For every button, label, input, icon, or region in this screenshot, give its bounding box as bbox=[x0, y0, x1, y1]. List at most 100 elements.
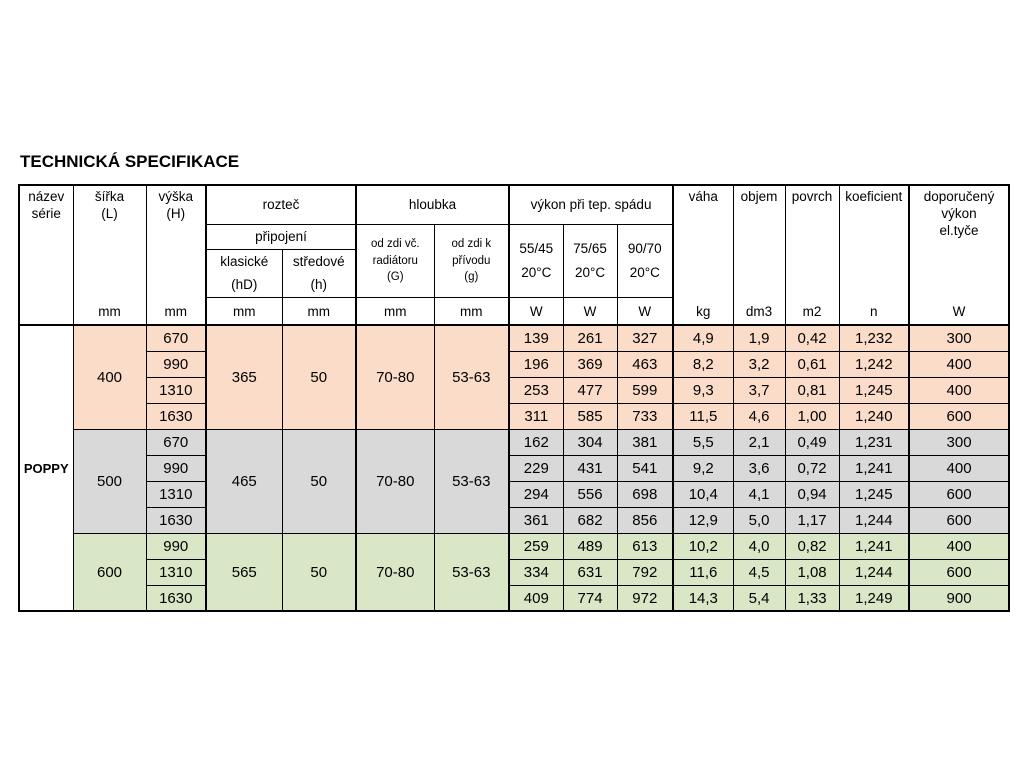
label-nazev: název bbox=[28, 189, 65, 204]
cell-povrch: 1,33 bbox=[784, 584, 840, 612]
label-serie: série bbox=[31, 205, 61, 221]
cell-objem: 3,6 bbox=[732, 454, 786, 482]
unit-objem: dm3 bbox=[745, 304, 773, 320]
table-row: 1630 409 774 972 14,3 5,4 1,33 1,249 900 bbox=[19, 584, 1010, 612]
table-row: 1630 361 682 856 12,9 5,0 1,17 1,244 600 bbox=[19, 506, 1010, 534]
label-koeficient: koeficient bbox=[845, 189, 903, 204]
cell-povrch: 0,82 bbox=[784, 532, 840, 560]
cell-koeficient: 1,242 bbox=[838, 350, 910, 378]
table-row: 1310 294 556 698 10,4 4,1 0,94 1,245 600 bbox=[19, 480, 1010, 508]
cell-vyska: 990 bbox=[145, 350, 207, 378]
table-row: 500 670 465 50 70-80 53-63 162 304 381 5… bbox=[19, 428, 1010, 534]
cell-vykon-9070: 733 bbox=[616, 402, 674, 430]
cell-hloubka-g: 70-80 bbox=[355, 324, 435, 430]
unit-temp-7565: W bbox=[562, 296, 618, 327]
col-header-sirka-label: šířka (L) bbox=[74, 186, 145, 223]
cell-doporuceny: 600 bbox=[908, 480, 1010, 508]
cell-sirka-500: 500 bbox=[72, 428, 147, 534]
cell-vykon-7565: 431 bbox=[562, 454, 618, 482]
cell-vykon-5545: 311 bbox=[508, 402, 564, 430]
label-sirka: šířka bbox=[94, 189, 125, 204]
label-odzdi-k1: od zdi k bbox=[451, 238, 492, 251]
cell-vykon-5545: 229 bbox=[508, 454, 564, 482]
label-sirka-l: (L) bbox=[101, 205, 118, 221]
unit-stredove: mm bbox=[281, 296, 357, 327]
cell-doporuceny: 600 bbox=[908, 506, 1010, 534]
cell-vykon-7565: 556 bbox=[562, 480, 618, 508]
cell-vykon-9070: 599 bbox=[616, 376, 674, 404]
cell-vykon-5545: 139 bbox=[508, 324, 564, 352]
cell-vykon-7565: 682 bbox=[562, 506, 618, 534]
cell-koeficient: 1,241 bbox=[838, 532, 910, 560]
cell-objem: 5,4 bbox=[732, 584, 786, 612]
cell-hloubka-gg: 53-63 bbox=[433, 532, 510, 612]
cell-vykon-9070: 327 bbox=[616, 324, 674, 352]
label-dop-eltyce: el.tyče bbox=[939, 222, 979, 238]
table-row: 1630 311 585 733 11,5 4,6 1,00 1,240 600 bbox=[19, 402, 1010, 430]
table-row: 1310 253 477 599 9,3 3,7 0,81 1,245 400 bbox=[19, 376, 1010, 404]
col-header-objem: objem dm3 bbox=[732, 184, 786, 327]
col-header-povrch: povrch m2 bbox=[784, 184, 840, 327]
cell-vykon-5545: 294 bbox=[508, 480, 564, 508]
col-header-koeficient: koeficient n bbox=[838, 184, 910, 327]
cell-doporuceny: 400 bbox=[908, 532, 1010, 560]
cell-vykon-9070: 381 bbox=[616, 428, 674, 456]
table-row: 990 196 369 463 8,2 3,2 0,61 1,242 400 bbox=[19, 350, 1010, 378]
cell-vykon-5545: 361 bbox=[508, 506, 564, 534]
col-header-stredove: středové (h) bbox=[281, 248, 357, 298]
cell-roztec-stredove: 50 bbox=[281, 532, 357, 612]
cell-vaha: 10,4 bbox=[672, 480, 734, 508]
cell-vaha: 11,6 bbox=[672, 558, 734, 586]
col-header-hloubka: hloubka bbox=[355, 184, 510, 225]
cell-vyska: 1630 bbox=[145, 402, 207, 430]
table-row: 600 990 565 50 70-80 53-63 259 489 613 1… bbox=[19, 532, 1010, 612]
unit-od-zdi-g: mm bbox=[355, 296, 435, 327]
label-klasicke: klasické bbox=[220, 253, 269, 269]
cell-objem: 4,1 bbox=[732, 480, 786, 508]
cell-vyska: 1310 bbox=[145, 376, 207, 404]
cell-vaha: 11,5 bbox=[672, 402, 734, 430]
cell-vykon-7565: 477 bbox=[562, 376, 618, 404]
header-row-3: klasické (hD) středové (h) bbox=[19, 248, 1009, 298]
cell-objem: 2,1 bbox=[732, 428, 786, 456]
cell-doporuceny: 300 bbox=[908, 324, 1010, 352]
unit-sirka: mm bbox=[98, 304, 121, 320]
cell-vyska: 670 bbox=[145, 324, 207, 352]
cell-vykon-9070: 698 bbox=[616, 480, 674, 508]
cell-vaha: 4,9 bbox=[672, 324, 734, 352]
col-header-klasicke: klasické (hD) bbox=[205, 248, 283, 298]
cell-vyska: 1630 bbox=[145, 506, 207, 534]
cell-doporuceny: 400 bbox=[908, 376, 1010, 404]
cell-povrch: 0,81 bbox=[784, 376, 840, 404]
header-row-1: název série šířka (L) mm výška (H) bbox=[18, 184, 1010, 327]
cell-vyska: 990 bbox=[145, 454, 207, 482]
cell-roztec-stredove: 50 bbox=[281, 324, 357, 430]
cell-povrch: 0,61 bbox=[784, 350, 840, 378]
cell-vykon-7565: 585 bbox=[562, 402, 618, 430]
cell-povrch: 1,00 bbox=[784, 402, 840, 430]
cell-povrch: 1,08 bbox=[784, 558, 840, 586]
label-temp-5545-deg: 20°C bbox=[521, 264, 552, 280]
unit-temp-9070: W bbox=[616, 296, 674, 327]
col-header-temp-7565: 75/65 20°C bbox=[562, 223, 618, 298]
cell-vykon-7565: 774 bbox=[562, 584, 618, 612]
cell-sirka-600: 600 bbox=[72, 532, 147, 612]
series-name-cell: POPPY bbox=[18, 324, 74, 612]
cell-hloubka-gg: 53-63 bbox=[433, 428, 510, 534]
unit-povrch: m2 bbox=[802, 304, 822, 320]
cell-vyska: 1310 bbox=[145, 480, 207, 508]
label-vaha: váha bbox=[688, 189, 718, 204]
col-header-od-zdi-g: od zdi vč. radiátoru (G) bbox=[355, 223, 435, 298]
cell-koeficient: 1,232 bbox=[838, 324, 910, 352]
col-header-vyska-label: výška (H) bbox=[147, 186, 205, 223]
cell-doporuceny: 600 bbox=[908, 558, 1010, 586]
cell-vaha: 9,3 bbox=[672, 376, 734, 404]
header-row-2: připojení od zdi vč. radiátoru (G) od zd… bbox=[19, 223, 1009, 298]
cell-povrch: 0,94 bbox=[784, 480, 840, 508]
label-temp-7565-deg: 20°C bbox=[574, 264, 606, 280]
cell-vykon-7565: 489 bbox=[562, 532, 618, 560]
cell-vykon-9070: 463 bbox=[616, 350, 674, 378]
cell-vykon-9070: 613 bbox=[616, 532, 674, 560]
col-header-nazev-serie: název série bbox=[18, 184, 74, 327]
cell-hloubka-gg: 53-63 bbox=[433, 324, 510, 430]
